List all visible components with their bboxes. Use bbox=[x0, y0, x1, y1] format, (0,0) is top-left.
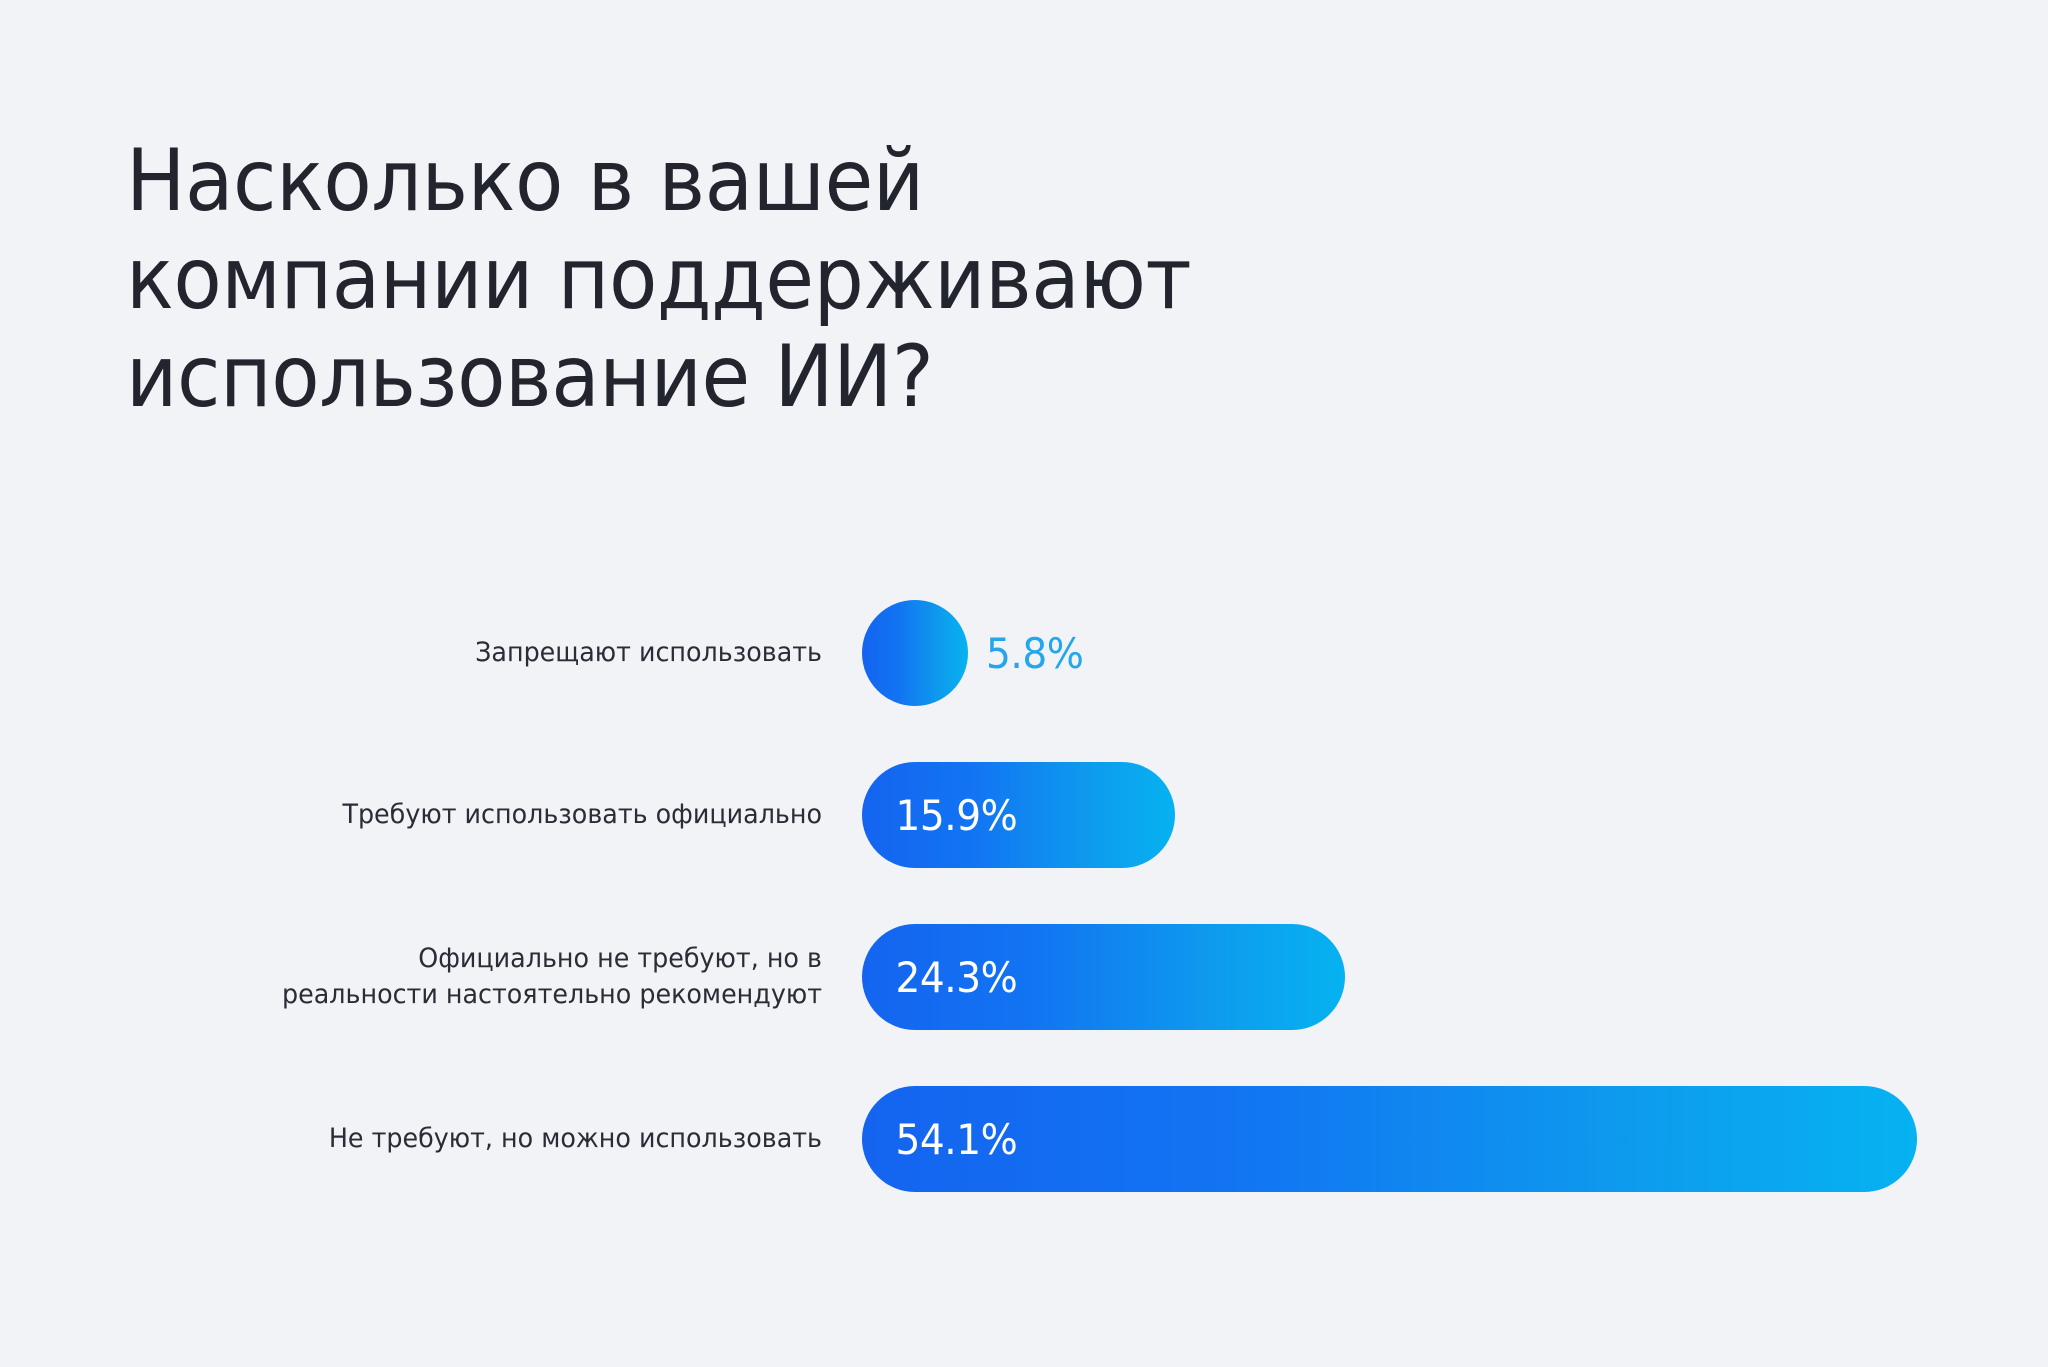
bar-category-label: Требуют использовать официально bbox=[108, 797, 822, 833]
bar-category-label: Официально не требуют, но в реальности н… bbox=[108, 941, 822, 1012]
bar-value-label: 5.8% bbox=[986, 628, 1084, 678]
bar-fill: 54.1% bbox=[862, 1086, 1917, 1192]
title-line-1: Насколько в вашей bbox=[126, 131, 924, 231]
bar-track: 15.9% bbox=[862, 762, 1175, 868]
bar-track: 54.1% bbox=[862, 1086, 1917, 1192]
bar-track: 24.3% bbox=[862, 924, 1345, 1030]
title-line-3: использование ИИ? bbox=[126, 327, 934, 428]
chart-row: Не требуют, но можно использовать 54.1% bbox=[0, 1086, 2048, 1192]
page-title: Насколько в вашей компании поддерживают … bbox=[126, 132, 1846, 426]
chart-row: Официально не требуют, но в реальности н… bbox=[0, 924, 2048, 1030]
bar-category-label: Запрещают использовать bbox=[108, 635, 822, 671]
bar-category-label-line: Требуют использовать официально bbox=[342, 799, 822, 831]
bar-value-label: 15.9% bbox=[895, 790, 1018, 840]
bar-category-label-line: Не требуют, но можно использовать bbox=[328, 1123, 822, 1155]
bar-category-label-line: реальности настоятельно рекомендуют bbox=[282, 979, 822, 1010]
bar-chart: Запрещают использовать 5.8% Требуют испо… bbox=[0, 600, 2048, 1192]
bar-fill: 15.9% bbox=[862, 762, 1175, 868]
bar-value-label: 54.1% bbox=[895, 1114, 1018, 1164]
bar-category-label: Не требуют, но можно использовать bbox=[108, 1121, 822, 1157]
bar-category-label-line: Официально не требуют, но в bbox=[418, 943, 822, 975]
title-line-2: компании поддерживают bbox=[126, 229, 1192, 330]
chart-row: Требуют использовать официально 15.9% bbox=[0, 762, 2048, 868]
chart-row: Запрещают использовать 5.8% bbox=[0, 600, 2048, 706]
bar-track: 5.8% bbox=[862, 600, 1084, 706]
bar-fill: 24.3% bbox=[862, 924, 1345, 1030]
bar-fill bbox=[862, 600, 968, 706]
bar-value-label: 24.3% bbox=[895, 952, 1018, 1002]
bar-category-label-line: Запрещают использовать bbox=[475, 637, 822, 669]
